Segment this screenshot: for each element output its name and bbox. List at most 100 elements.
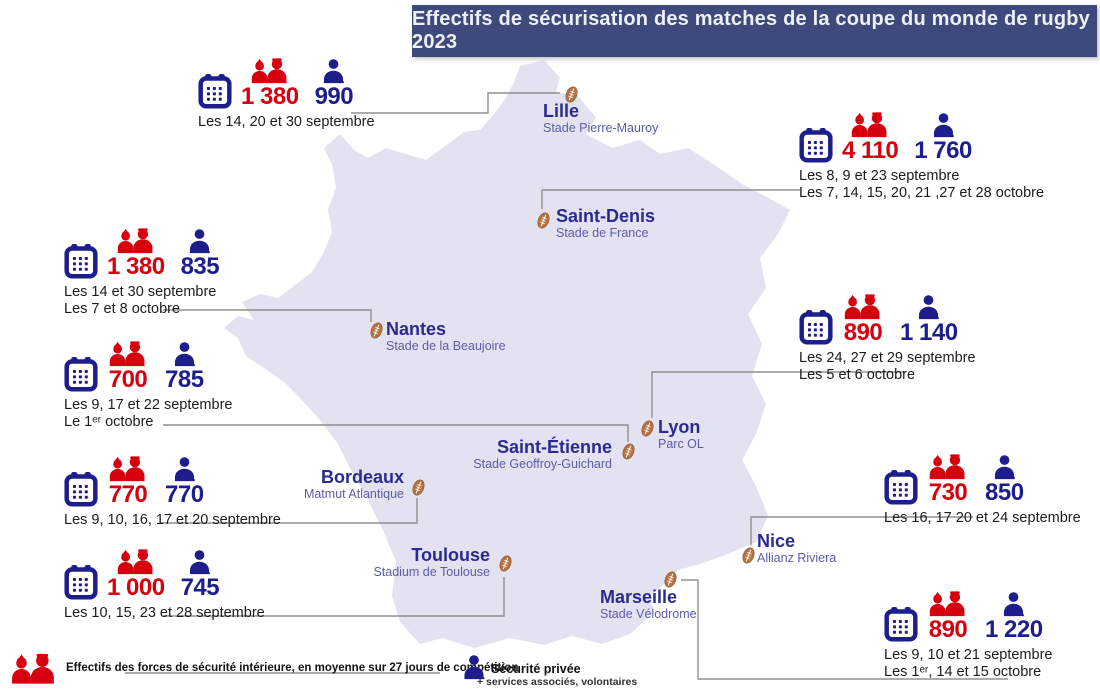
rugby-ball-icon (563, 84, 580, 105)
city-name: Lyon (658, 417, 701, 437)
security-forces-count: 730 (928, 479, 968, 506)
private-security-count: 1 760 (914, 137, 972, 164)
private-security-icon (174, 457, 195, 482)
stat-block-nantes: 1 380 835 Les 14 et 30 septembre Les 7 et… (64, 228, 220, 317)
stat-block-nice: 730 850 Les 16, 17 20 et 24 septembre (884, 454, 1081, 527)
calendar-icon (64, 564, 98, 600)
rugby-ball-icon (535, 210, 552, 231)
city-label-saint-denis: Saint-Denis Stade de France (535, 206, 656, 241)
city-label-toulouse: Toulouse Stadium de Toulouse (340, 545, 514, 580)
security-forces-count: 1 380 (241, 83, 299, 110)
stadium-name: Stade de la Beaujoire (386, 339, 506, 353)
security-forces-icon (251, 58, 287, 84)
calendar-icon (884, 469, 918, 505)
stadium-name: Stade Geoffroy-Guichard (473, 457, 612, 471)
private-security-count: 835 (180, 253, 220, 280)
calendar-icon (64, 356, 98, 392)
stadium-name: Matmut Atlantique (303, 487, 404, 501)
stadium-name: Stade Vélodrome (600, 607, 697, 621)
match-dates: Les 14, 20 et 30 septembre (198, 114, 375, 130)
city-name: Lille (543, 101, 580, 121)
calendar-icon (799, 309, 833, 345)
legend-private-security-sublabel: + services associés, volontaires (477, 676, 638, 688)
rugby-ball-icon (662, 569, 679, 590)
match-dates: Les 24, 27 et 29 septembre Les 5 et 6 oct… (799, 350, 976, 383)
match-dates: Les 9, 17 et 22 septembre Le 1ᵉʳ octobre (64, 397, 233, 430)
match-dates: Les 14 et 30 septembre Les 7 et 8 octobre (64, 284, 217, 317)
match-dates: Les 9, 10 et 21 septembre Les 1ᵉʳ, 14 et … (884, 647, 1053, 680)
calendar-icon (64, 243, 98, 279)
private-security-icon (190, 550, 211, 575)
stadium-name: Stadium de Toulouse (373, 565, 490, 579)
city-name: Saint-Étienne (496, 437, 612, 457)
city-name: Toulouse (411, 545, 490, 565)
security-forces-count: 1 000 (107, 574, 165, 601)
security-forces-count: 4 110 (842, 137, 899, 164)
security-forces-icon (109, 456, 145, 482)
private-security-icon (933, 113, 954, 138)
two-people-red-icon (12, 653, 54, 684)
stadium-name: Stade de France (556, 226, 649, 240)
calendar-icon (799, 127, 833, 163)
private-security-count: 1 220 (985, 616, 1043, 643)
security-forces-icon (109, 341, 145, 367)
security-forces-icon (851, 112, 887, 138)
stat-block-saint-denis: 4 110 1 760 Les 8, 9 et 23 septembre Les … (799, 112, 1044, 201)
city-name: Saint-Denis (556, 206, 656, 226)
security-forces-count: 890 (928, 616, 968, 643)
stat-block-toulouse: 1 000 745 Les 10, 15, 23 et 28 septembre (64, 549, 265, 622)
stat-block-saint-etienne: 700 785 Les 9, 17 et 22 septembre Le 1ᵉʳ … (64, 341, 232, 430)
rugby-ball-icon (497, 553, 514, 574)
private-security-count: 1 140 (900, 319, 958, 346)
city-label-nice: Nice Allianz Riviera (740, 531, 836, 566)
page-title: Effectifs de sécurisation des matches de… (412, 8, 1091, 53)
private-security-icon (324, 59, 345, 84)
stadium-name: Parc OL (658, 437, 704, 451)
calendar-icon (884, 606, 918, 642)
match-dates: Les 16, 17 20 et 24 septembre (884, 510, 1081, 526)
city-label-lyon: Lyon Parc OL (639, 417, 704, 452)
security-forces-count: 700 (108, 366, 148, 393)
city-label-marseille: Marseille Stade Vélodrome (600, 569, 697, 622)
private-security-count: 770 (165, 481, 204, 508)
security-forces-icon (117, 549, 153, 575)
private-security-count: 850 (985, 479, 1024, 506)
city-name: Nice (757, 531, 796, 551)
security-forces-count: 1 380 (107, 253, 165, 280)
rugby-ball-icon (639, 418, 656, 439)
title-banner: Effectifs de sécurisation des matches de… (412, 5, 1097, 57)
private-security-count: 745 (180, 574, 220, 601)
private-security-icon (919, 295, 940, 320)
private-security-icon (174, 342, 195, 367)
security-forces-icon (929, 591, 965, 617)
match-dates: Les 9, 10, 16, 17 et 20 septembre (64, 512, 281, 528)
city-label-saint-etienne: Saint-Étienne Stade Geoffroy-Guichard (452, 437, 637, 472)
stat-block-bordeaux: 770 770 Les 9, 10, 16, 17 et 20 septembr… (64, 456, 281, 529)
rugby-ball-icon (368, 320, 385, 341)
city-label-nantes: Nantes Stade de la Beaujoire (368, 319, 506, 354)
stat-block-lyon: 890 1 140 Les 24, 27 et 29 septembre Les … (799, 294, 976, 383)
private-security-count: 785 (165, 366, 204, 393)
security-forces-icon (929, 454, 965, 480)
private-security-icon (1004, 592, 1025, 617)
calendar-icon (198, 73, 232, 109)
security-forces-count: 890 (843, 319, 883, 346)
legend-private-security: Sécurité privée + services associés, vol… (462, 651, 637, 688)
france-silhouette (224, 60, 790, 648)
private-security-icon (190, 229, 211, 254)
private-security-count: 990 (314, 83, 354, 110)
rugby-ball-icon (620, 441, 637, 462)
calendar-icon (64, 471, 98, 507)
city-label-lille: Lille Stade Pierre-Mauroy (543, 84, 659, 136)
private-security-icon (994, 455, 1015, 480)
security-forces-icon (117, 228, 153, 254)
stat-block-lille: 1 380 990 Les 14, 20 et 30 septembre (198, 58, 375, 131)
stat-block-marseille: 890 1 220 Les 9, 10 et 21 septembre Les 1… (884, 591, 1052, 680)
security-forces-count: 770 (108, 481, 148, 508)
connector-lines (125, 92, 1008, 680)
rugby-ball-icon (740, 545, 757, 566)
stadium-name: Stade Pierre-Mauroy (543, 121, 659, 135)
match-dates: Les 10, 15, 23 et 28 septembre (64, 605, 265, 621)
